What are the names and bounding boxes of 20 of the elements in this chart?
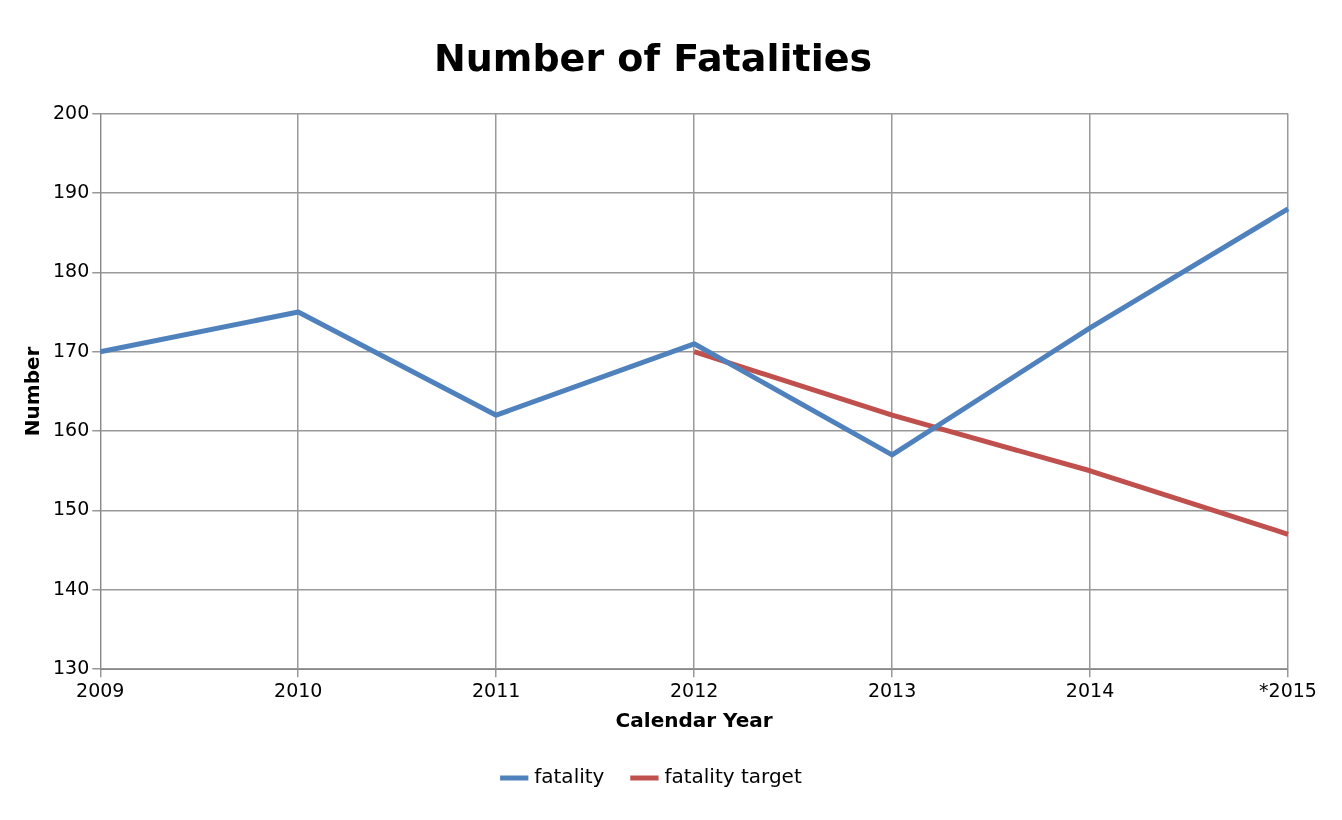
x-tick-label: *2015 bbox=[1259, 678, 1317, 701]
chart-title: Number of Fatalities bbox=[433, 35, 873, 80]
x-tick-label: 2013 bbox=[867, 678, 917, 701]
y-tick-label: 170 bbox=[53, 338, 90, 361]
x-axis-title: Calendar Year bbox=[615, 708, 773, 733]
y-tick-label: 140 bbox=[53, 576, 90, 599]
y-tick-label: 200 bbox=[53, 100, 90, 123]
y-tick-label: 160 bbox=[53, 418, 90, 441]
legend-label: fatality target bbox=[664, 764, 802, 789]
x-tick-label: 2011 bbox=[472, 678, 521, 701]
y-axis-title: Number bbox=[20, 346, 45, 437]
x-tick-label: 2012 bbox=[669, 678, 719, 701]
x-tick-label: 2009 bbox=[76, 678, 125, 701]
y-tick-label: 150 bbox=[53, 497, 90, 520]
x-tick-label: 2010 bbox=[274, 678, 323, 701]
y-tick-label: 180 bbox=[53, 259, 90, 282]
x-tick-label: 2014 bbox=[1065, 678, 1115, 701]
y-tick-label: 190 bbox=[53, 179, 90, 202]
legend-label: fatality bbox=[534, 764, 605, 789]
y-tick-label: 130 bbox=[53, 656, 90, 679]
